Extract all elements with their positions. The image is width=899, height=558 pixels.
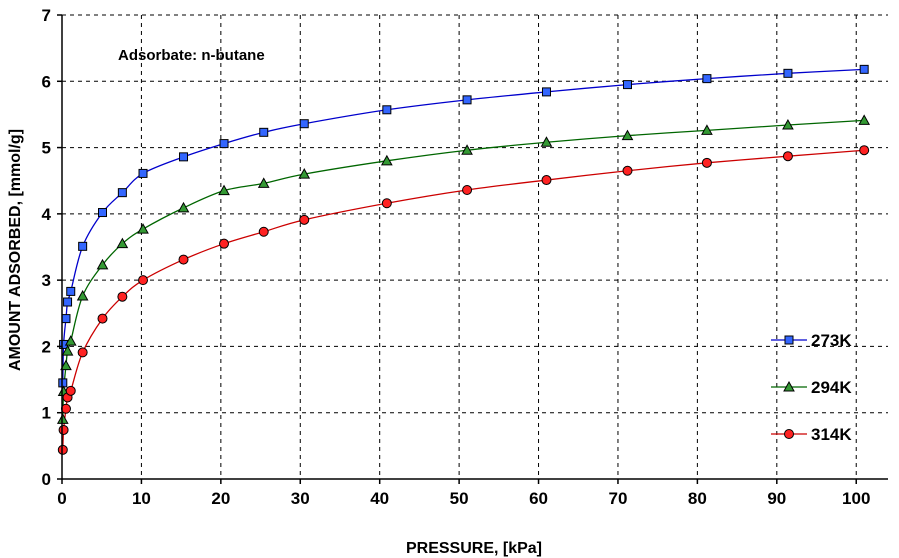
- legend-item-273K: 273K: [771, 331, 852, 350]
- legend-marker: [784, 335, 794, 345]
- y-tick-label: 0: [42, 470, 51, 489]
- data-point-273K: [541, 87, 551, 97]
- data-point-314K: [117, 291, 128, 302]
- legend-marker: [783, 380, 795, 392]
- data-point-314K: [219, 238, 230, 249]
- data-point-273K: [58, 378, 68, 388]
- x-tick-label: 100: [842, 489, 870, 508]
- legend-label: 314K: [811, 425, 852, 444]
- data-point-314K: [77, 347, 88, 358]
- series-markers: [56, 64, 871, 455]
- data-point-273K: [78, 241, 88, 251]
- series-line-294K: [62, 119, 865, 420]
- data-point-314K: [782, 151, 793, 162]
- x-tick-label: 70: [609, 489, 628, 508]
- y-tick-label: 4: [42, 205, 52, 224]
- data-point-294K: [380, 154, 393, 166]
- data-point-314K: [541, 175, 552, 186]
- data-point-294K: [177, 201, 190, 213]
- data-point-314K: [299, 214, 310, 225]
- x-tick-label: 90: [767, 489, 786, 508]
- y-tick-label: 2: [42, 337, 51, 356]
- data-point-294K: [218, 184, 230, 196]
- data-point-273K: [219, 139, 229, 149]
- data-point-294K: [56, 413, 69, 424]
- data-point-294K: [621, 129, 634, 141]
- x-axis-label: PRESSURE, [kPa]: [406, 540, 542, 557]
- y-tick-label: 7: [42, 6, 51, 25]
- data-point-314K: [622, 165, 633, 176]
- data-point-314K: [462, 184, 473, 195]
- y-tick-label: 5: [42, 139, 51, 158]
- annotation-text: Adsorbate: n-butane: [118, 47, 265, 64]
- data-point-294K: [540, 136, 553, 147]
- legend-item-294K: 294K: [771, 378, 852, 397]
- data-point-273K: [783, 68, 793, 78]
- data-point-273K: [138, 168, 148, 178]
- data-point-314K: [65, 385, 76, 396]
- data-point-273K: [98, 208, 108, 218]
- tick-labels: 0 10 20 30 40 50 60 70 80 90 100 0 1 2 3 4 5 6 7: [42, 6, 871, 508]
- data-point-273K: [299, 119, 309, 129]
- x-tick-label: 60: [529, 489, 548, 508]
- data-point-294K: [64, 335, 77, 346]
- data-point-294K: [137, 223, 149, 234]
- legend-label: 273K: [811, 331, 852, 350]
- y-axis-label: AMOUNT ADSORBED, [mmol/g]: [7, 129, 24, 371]
- data-point-273K: [462, 95, 472, 105]
- legend-marker: [784, 429, 794, 439]
- data-point-273K: [117, 188, 127, 198]
- data-point-273K: [63, 297, 73, 307]
- data-point-294K: [116, 237, 129, 249]
- data-point-314K: [258, 226, 269, 237]
- data-point-294K: [257, 177, 270, 188]
- data-point-273K: [179, 152, 189, 162]
- data-point-294K: [298, 168, 311, 179]
- y-tick-label: 1: [42, 404, 51, 423]
- data-point-314K: [381, 198, 392, 209]
- x-tick-label: 50: [450, 489, 469, 508]
- data-point-273K: [382, 105, 392, 115]
- data-point-273K: [61, 314, 71, 324]
- axes: [57, 14, 888, 484]
- x-tick-label: 40: [370, 489, 389, 508]
- data-point-273K: [859, 64, 869, 74]
- legend-label: 294K: [811, 378, 852, 397]
- data-point-294K: [701, 124, 713, 135]
- data-point-294K: [76, 290, 89, 301]
- x-tick-label: 30: [291, 489, 310, 508]
- data-point-273K: [66, 286, 76, 296]
- data-point-294K: [461, 144, 473, 155]
- y-tick-label: 3: [42, 271, 51, 290]
- series-line-273K: [62, 68, 865, 383]
- data-point-314K: [138, 275, 149, 286]
- series-line-314K: [62, 149, 865, 450]
- x-tick-label: 80: [688, 489, 707, 508]
- x-tick-label: 0: [57, 489, 66, 508]
- data-point-294K: [96, 258, 109, 270]
- data-point-314K: [97, 313, 108, 324]
- data-point-294K: [782, 119, 794, 130]
- data-point-314K: [60, 403, 71, 414]
- data-point-314K: [859, 145, 870, 156]
- y-tick-label: 6: [42, 72, 51, 91]
- data-point-314K: [57, 444, 68, 455]
- legend: 273K 294K 314K: [771, 331, 852, 444]
- legend-item-314K: 314K: [771, 425, 852, 444]
- data-point-273K: [622, 80, 632, 90]
- data-point-314K: [178, 254, 189, 265]
- data-point-273K: [702, 74, 712, 84]
- grid: [62, 14, 888, 479]
- data-point-294K: [60, 359, 72, 371]
- x-tick-label: 10: [132, 489, 151, 508]
- data-point-314K: [58, 424, 69, 435]
- data-point-294K: [61, 345, 74, 356]
- data-point-273K: [259, 127, 269, 137]
- data-point-314K: [701, 157, 712, 168]
- data-point-294K: [858, 114, 871, 125]
- x-tick-label: 20: [211, 489, 230, 508]
